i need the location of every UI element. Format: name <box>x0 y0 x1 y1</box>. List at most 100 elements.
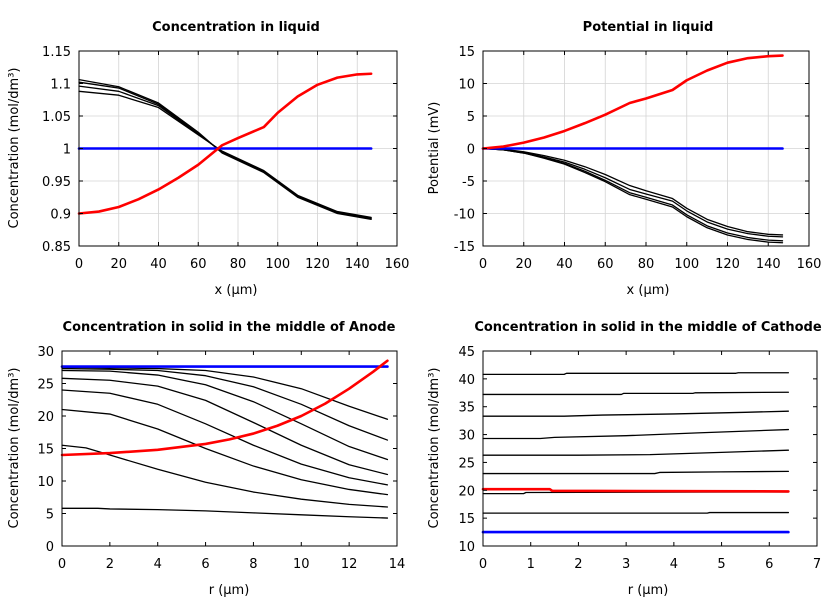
series-line-black-1 <box>482 147 784 242</box>
series-line-black-2 <box>78 81 372 220</box>
x-tick-label: 6 <box>201 557 209 572</box>
y-tick-label: -15 <box>454 240 475 255</box>
x-tick-label: 100 <box>674 257 699 272</box>
x-tick-label: 60 <box>190 257 207 272</box>
series-line-black-1 <box>482 372 790 376</box>
chart-potential-liquid: Potential in liquid x (µm) Potential (mV… <box>427 20 821 298</box>
y-tick-label: -10 <box>454 208 475 223</box>
y-tick-label: 1.15 <box>42 45 71 60</box>
chart-concentration-cathode: Concentration in solid in the middle of … <box>427 320 822 598</box>
series-line-red <box>77 72 373 215</box>
y-axis-label: Potential (mV) <box>427 102 442 195</box>
x-tick-label: 120 <box>305 257 330 272</box>
y-tick-label: 30 <box>458 429 475 444</box>
y-tick-label: 25 <box>37 378 54 393</box>
series-line-black-5 <box>482 449 790 456</box>
series-line-black-4 <box>482 147 784 236</box>
y-tick-label: 30 <box>37 345 54 360</box>
y-tick-label: 1 <box>63 143 71 158</box>
x-tick-label: 12 <box>341 557 358 572</box>
x-tick-label: 80 <box>230 257 247 272</box>
y-tick-label: 0.95 <box>42 175 71 190</box>
y-axis-label: Concentration (mol/dm³) <box>7 68 22 229</box>
y-tick-label: 0 <box>467 143 475 158</box>
y-tick-label: 35 <box>458 401 475 416</box>
chart-title: Potential in liquid <box>583 20 714 35</box>
series-line-black-4 <box>61 377 389 476</box>
series-line-black-2 <box>61 367 389 441</box>
x-tick-label: 0 <box>479 257 487 272</box>
x-tick-label: 2 <box>574 557 582 572</box>
x-tick-label: 10 <box>293 557 310 572</box>
x-tick-label: 14 <box>389 557 406 572</box>
x-tick-label: 60 <box>597 257 614 272</box>
y-tick-label: 40 <box>458 373 475 388</box>
x-tick-label: 120 <box>715 257 740 272</box>
series-line-black-7 <box>61 444 389 508</box>
chart-title: Concentration in liquid <box>152 20 320 35</box>
series-line-black-4 <box>482 428 790 440</box>
x-tick-label: 1 <box>527 557 535 572</box>
y-tick-label: 0.85 <box>42 240 71 255</box>
plot-frame <box>482 350 818 547</box>
x-tick-label: 4 <box>154 557 162 572</box>
x-tick-label: 160 <box>797 257 822 272</box>
y-tick-label: 10 <box>458 540 475 555</box>
x-tick-label: 40 <box>556 257 573 272</box>
y-tick-label: 10 <box>458 78 475 93</box>
series-line-black-3 <box>61 369 389 461</box>
series-line-black-1 <box>61 366 389 420</box>
x-axis-label: x (µm) <box>215 283 258 298</box>
x-axis-label: x (µm) <box>627 283 670 298</box>
y-tick-label: 1.05 <box>42 110 71 125</box>
chart-title: Concentration in solid in the middle of … <box>474 320 822 335</box>
y-tick-label: 1.1 <box>50 78 71 93</box>
series-line-black-2 <box>482 391 790 396</box>
series-line-black-4 <box>78 90 372 219</box>
y-tick-label: 15 <box>458 45 475 60</box>
x-axis-label: r (µm) <box>628 583 669 598</box>
y-tick-label: 10 <box>37 475 54 490</box>
x-tick-label: 5 <box>717 557 725 572</box>
x-tick-label: 80 <box>638 257 655 272</box>
series-line-black-6 <box>482 470 790 475</box>
y-tick-label: 45 <box>458 345 475 360</box>
chart-concentration-anode: Concentration in solid in the middle of … <box>7 320 405 598</box>
x-tick-label: 2 <box>106 557 114 572</box>
y-tick-label: 15 <box>458 512 475 527</box>
x-tick-label: 100 <box>265 257 290 272</box>
chart-concentration-liquid: Concentration in liquid x (µm) Concentra… <box>7 20 409 298</box>
chart-title: Concentration in solid in the middle of … <box>63 320 396 335</box>
x-tick-label: 40 <box>150 257 167 272</box>
y-axis-label: Concentration (mol/dm³) <box>427 368 442 529</box>
x-tick-label: 6 <box>765 557 773 572</box>
x-tick-label: 0 <box>479 557 487 572</box>
series-line-red <box>481 54 784 150</box>
series-line-black-3 <box>482 147 784 238</box>
y-tick-label: 15 <box>37 443 54 458</box>
x-tick-label: 4 <box>670 557 678 572</box>
x-tick-label: 140 <box>345 257 370 272</box>
y-tick-label: 5 <box>46 508 54 523</box>
series-line-black-2 <box>482 147 784 244</box>
y-tick-label: 0 <box>46 540 54 555</box>
x-tick-label: 0 <box>58 557 66 572</box>
y-tick-label: 25 <box>458 456 475 471</box>
series-line-red <box>60 359 389 457</box>
x-tick-label: 20 <box>110 257 127 272</box>
series-line-black-5 <box>61 389 389 486</box>
y-tick-label: 0.9 <box>50 208 71 223</box>
y-tick-label: 5 <box>467 110 475 125</box>
series-line-black-8 <box>482 511 790 514</box>
x-tick-label: 0 <box>75 257 83 272</box>
series-line-red <box>481 487 790 493</box>
x-tick-label: 7 <box>813 557 821 572</box>
x-tick-label: 3 <box>622 557 630 572</box>
y-tick-label: 20 <box>37 410 54 425</box>
x-tick-label: 140 <box>756 257 781 272</box>
y-tick-label: -5 <box>462 175 475 190</box>
y-axis-label: Concentration (mol/dm³) <box>7 368 22 529</box>
series-line-black-3 <box>482 410 790 417</box>
y-tick-label: 20 <box>458 484 475 499</box>
